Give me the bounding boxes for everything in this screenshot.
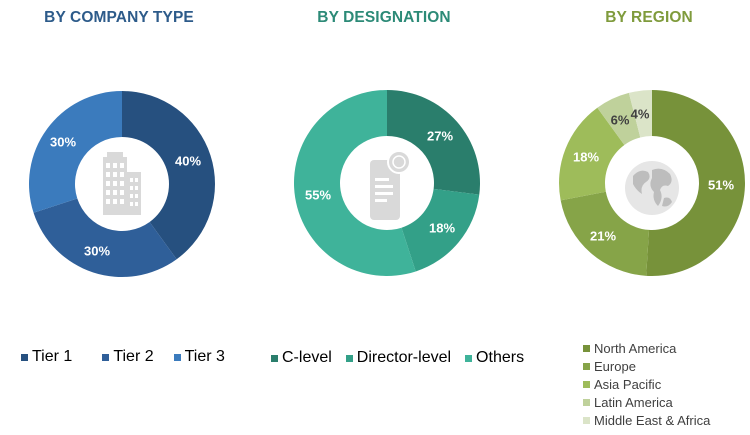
certificate-document-icon	[370, 150, 411, 220]
legend-label: Europe	[594, 358, 636, 374]
donut-slice-asia-pacific	[558, 107, 625, 201]
legend-item-tier-3: Tier 3	[173, 348, 225, 366]
legend-item-north-america: North America	[583, 339, 710, 357]
legend-item-europe: Europe	[583, 357, 710, 375]
legend-item-others: Others	[465, 349, 524, 367]
donut-slice-europe	[560, 191, 650, 276]
legend-item-c-level: C-level	[271, 349, 332, 367]
legend-swatch	[173, 353, 181, 361]
company-type-donut: 40% 30% 30%	[28, 91, 215, 277]
legend-label: Tier 3	[184, 348, 225, 365]
legend-swatch	[583, 380, 590, 388]
legend-item-tier-1: Tier 1	[21, 348, 72, 366]
legend-item-asia-pacific: Asia Pacific	[583, 375, 710, 393]
legend-label: Middle East & Africa	[594, 412, 711, 428]
legend-label: Asia Pacific	[594, 376, 662, 392]
legend-swatch	[583, 362, 590, 370]
donut-slice-others	[293, 90, 416, 277]
legend-label: Tier 1	[32, 348, 73, 365]
globe-icon	[625, 161, 679, 215]
legend-swatch	[345, 354, 353, 362]
company-type-title: BY COMPANY TYPE	[44, 9, 194, 26]
region-legend: North America Europe Asia Pacific Latin …	[583, 339, 710, 429]
legend-label: Others	[476, 349, 525, 366]
donut-slice-director-level	[401, 188, 480, 272]
legend-item-tier-2: Tier 2	[102, 348, 154, 366]
donut-slice-north-america	[646, 90, 745, 276]
designation-donut: 27% 18% 55%	[293, 89, 480, 277]
donut-slice-c-level	[387, 89, 480, 195]
donut-slice-tier-1	[122, 91, 215, 260]
legend-swatch	[21, 353, 28, 361]
slice-value-label: 6%	[611, 112, 630, 127]
slice-value-label: 40%	[175, 153, 201, 168]
designation-title: BY DESIGNATION	[317, 9, 451, 26]
region-donut: 51% 21% 18% 6% 4%	[558, 90, 745, 276]
donut-slice-middle-east-africa	[628, 90, 652, 138]
legend-label: Director-level	[356, 349, 452, 366]
legend-item-latin-america: Latin America	[583, 393, 710, 411]
legend-swatch	[583, 416, 590, 424]
donut-slice-latin-america	[597, 92, 641, 145]
slice-value-label: 55%	[305, 187, 331, 202]
company-type-legend: Tier 1 Tier 2 Tier 3	[21, 348, 239, 366]
slice-value-label: 51%	[708, 177, 734, 192]
slice-value-label: 30%	[84, 243, 110, 258]
donut-slice-tier-2	[33, 198, 177, 277]
slice-value-label: 21%	[590, 228, 616, 243]
legend-swatch	[465, 354, 473, 362]
legend-item-director-level: Director-level	[345, 349, 452, 367]
legend-item-middle-east-africa: Middle East & Africa	[583, 411, 710, 429]
slice-value-label: 27%	[427, 128, 453, 143]
legend-label: North America	[594, 340, 677, 356]
legend-label: Latin America	[594, 394, 673, 410]
slice-value-label: 18%	[573, 149, 599, 164]
slice-value-label: 30%	[50, 134, 76, 149]
slice-value-label: 4%	[631, 106, 650, 121]
legend-label: C-level	[282, 349, 332, 366]
legend-label: Tier 2	[113, 348, 154, 365]
legend-swatch	[271, 354, 278, 362]
slice-value-label: 18%	[429, 220, 455, 235]
legend-swatch	[583, 344, 590, 352]
legend-swatch	[102, 353, 110, 361]
designation-legend: C-level Director-level Others	[271, 349, 538, 367]
region-title: BY REGION	[605, 9, 693, 26]
legend-swatch	[583, 398, 590, 406]
building-icon	[103, 152, 141, 215]
donut-slice-tier-3	[28, 91, 123, 213]
